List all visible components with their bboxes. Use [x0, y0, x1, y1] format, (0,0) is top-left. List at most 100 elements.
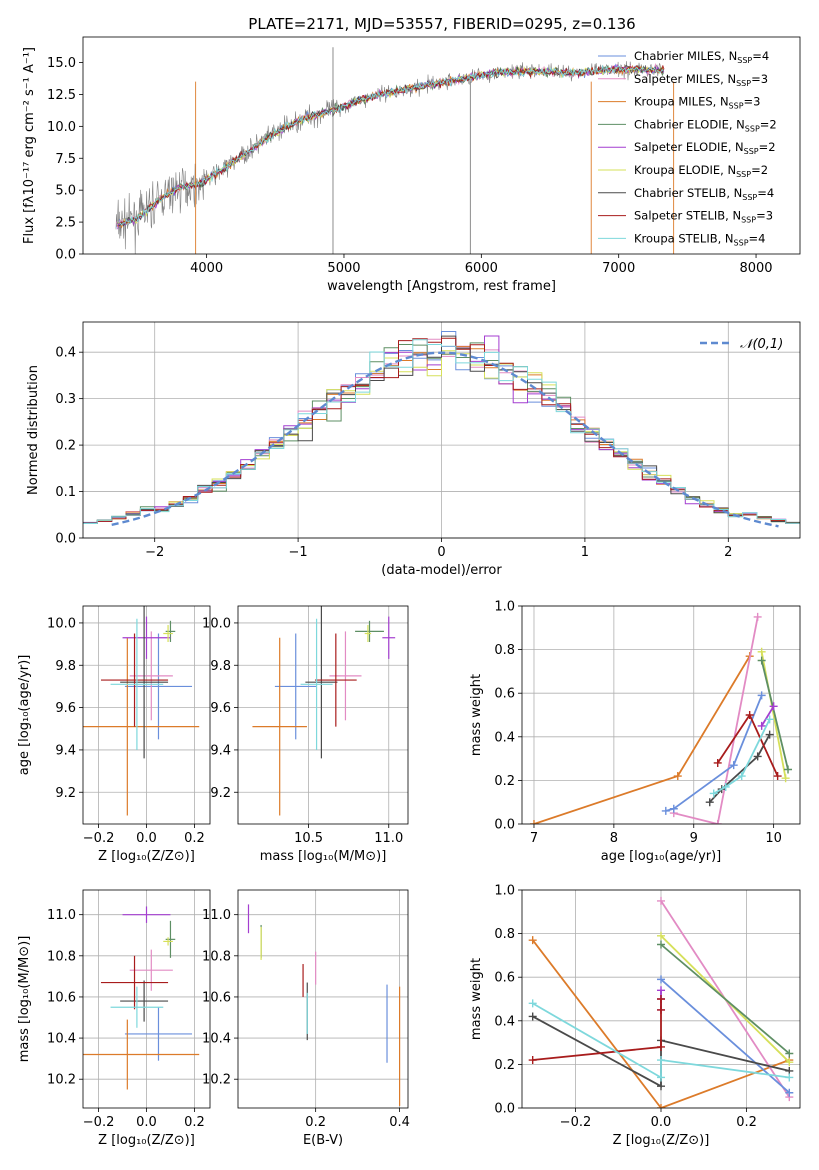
mass-vs-z-frame	[82, 889, 211, 1109]
legend-entry-label: Kroupa STELIB, NSSP=4	[634, 231, 765, 247]
weight-line	[709, 734, 771, 803]
age-vs-mass-ytick-label: 9.4	[210, 743, 231, 758]
weight-point-marker	[657, 1082, 665, 1091]
spectrum-xtick-label: 4000	[190, 261, 223, 276]
mass-vs-ebv-plot-area	[247, 904, 401, 1106]
weight-vs-z-ytick-label: 0.2	[494, 1058, 515, 1073]
spectrum-xlabel: wavelength [Angstrom, rest frame]	[327, 279, 556, 294]
weight-point-marker	[657, 940, 665, 949]
age-vs-z-xtick-label: 0.2	[184, 831, 205, 846]
age-vs-mass-xtick-label: 10.5	[294, 831, 323, 846]
weight-point-marker	[785, 1073, 794, 1082]
weight-vs-age-xlabel: age [log₁₀(age/yr)]	[601, 849, 722, 864]
weight-point-marker	[713, 820, 722, 824]
weight-vs-z-xlabel: Z [log₁₀(Z/Z⊙)]	[613, 1133, 710, 1148]
mass-vs-z-ytick-label: 11.0	[47, 908, 76, 923]
weight-point-marker	[765, 730, 774, 739]
weight-point-marker	[745, 711, 754, 719]
age-vs-z-ytick-label: 9.8	[55, 659, 76, 674]
weight-point-marker	[528, 1012, 537, 1021]
mass-vs-z-ytick-label: 10.4	[47, 1032, 76, 1047]
weight-vs-age-ytick-label: 0.2	[494, 774, 515, 789]
weight-line	[665, 695, 763, 812]
legend-entry-label: Salpeter ELODIE, NSSP=2	[634, 140, 776, 156]
weight-point-marker	[753, 612, 762, 621]
age-vs-z-xtick-label: 0.0	[136, 831, 157, 846]
weight-line	[760, 705, 775, 727]
weight-vs-age-xtick-label: 9	[690, 831, 698, 846]
weight-point-marker	[765, 715, 774, 724]
spectrum-plot-area	[115, 47, 675, 254]
weight-vs-z-xtick-label: 0.2	[736, 1115, 757, 1130]
weight-point-marker	[784, 765, 793, 774]
weight-point-marker	[657, 896, 665, 905]
mass-vs-z-ylabel: mass [log₁₀(M/M⊙)]	[17, 936, 32, 1063]
weight-point-marker	[709, 789, 718, 798]
residuals-ylabel: Normed distribution	[26, 365, 41, 495]
spectrum-ytick-label: 12.5	[47, 88, 76, 103]
legend-entry-label: Chabrier ELODIE, NSSP=2	[634, 117, 777, 133]
residuals-xtick-label: 2	[724, 545, 732, 560]
normal-curve	[111, 351, 779, 528]
weight-point-marker	[713, 758, 722, 767]
weight-point-marker	[657, 931, 665, 940]
mass-vs-ebv-ytick-label: 11.0	[202, 908, 231, 923]
weight-line	[713, 719, 771, 795]
residuals-frame	[82, 321, 801, 539]
model-fit-line	[115, 63, 664, 228]
spectrum-xtick-label: 6000	[465, 261, 498, 276]
weight-point-marker	[773, 772, 782, 781]
residuals-ytick-label: 0.2	[55, 439, 76, 454]
age-vs-z-xtick-label: −0.2	[83, 831, 115, 846]
weight-vs-age-xtick-label: 10	[765, 831, 782, 846]
mass-vs-ebv-xtick-label: 0.2	[305, 1115, 326, 1130]
weight-line	[532, 999, 662, 1061]
weight-vs-z-ytick-label: 0.8	[494, 927, 515, 942]
residual-plot-area	[83, 331, 800, 528]
spectrum-xtick-label: 7000	[602, 261, 635, 276]
spectrum-frame	[82, 36, 801, 255]
mass-vs-ebv-ytick-label: 10.6	[202, 990, 231, 1005]
age-vs-z-ytick-label: 9.2	[55, 786, 76, 801]
mass-vs-ebv-ytick-label: 10.4	[202, 1032, 231, 1047]
legend-entry-label: Salpeter MILES, NSSP=3	[634, 72, 768, 88]
weight-point-marker	[769, 702, 778, 711]
weight-vs-age-ylabel: mass weight	[469, 674, 484, 756]
weight-point-marker	[657, 986, 665, 995]
weight-vs-age-frame	[521, 605, 801, 825]
weight-line	[716, 713, 779, 777]
model-fit-line	[118, 64, 664, 226]
weight-vs-z-ylabel: mass weight	[469, 958, 484, 1040]
weight-line	[760, 660, 789, 770]
residuals-xtick-label: 0	[437, 545, 445, 560]
model-fit-line	[116, 62, 665, 228]
mass-vs-ebv-xtick-label: 0.4	[389, 1115, 410, 1130]
model-fit-line	[116, 64, 664, 226]
residuals-ytick-label: 0.1	[55, 485, 76, 500]
age-vs-z-plot-area	[83, 606, 200, 816]
weight-vs-z-xtick-label: 0.0	[651, 1115, 672, 1130]
weight-point-marker	[657, 1056, 665, 1065]
age-vs-z-ylabel: age [log₁₀(age/yr)]	[17, 655, 32, 776]
residuals-ytick-label: 0.3	[55, 392, 76, 407]
figure-title: PLATE=2171, MJD=53557, FIBERID=0295, z=0…	[248, 15, 635, 33]
age-vs-mass-frame	[237, 605, 409, 825]
weight-point-marker	[729, 761, 738, 770]
weight-point-marker	[661, 806, 670, 815]
weight-point-marker	[657, 1104, 665, 1108]
spectrum-ytick-label: 7.5	[55, 152, 76, 167]
age-vs-z-xlabel: Z [log₁₀(Z/Z⊙)]	[98, 849, 195, 864]
weight-point-marker	[657, 975, 665, 984]
legend-entry-label: Kroupa MILES, NSSP=3	[634, 95, 760, 111]
mass-vs-z-xtick-label: 0.0	[136, 1115, 157, 1130]
weight-point-marker	[757, 647, 766, 656]
weight-vs-z-ytick-label: 0.0	[494, 1102, 515, 1117]
mass-vs-z-ytick-label: 10.2	[47, 1073, 76, 1088]
age-vs-mass-xtick-label: 11.0	[374, 831, 403, 846]
weight-point-marker	[757, 656, 766, 665]
weight-vs-age-plot-area	[529, 612, 793, 824]
age-vs-z-ytick-label: 9.6	[55, 701, 76, 716]
spectrum-ytick-label: 0.0	[55, 248, 76, 263]
weight-point-marker	[785, 1058, 794, 1067]
